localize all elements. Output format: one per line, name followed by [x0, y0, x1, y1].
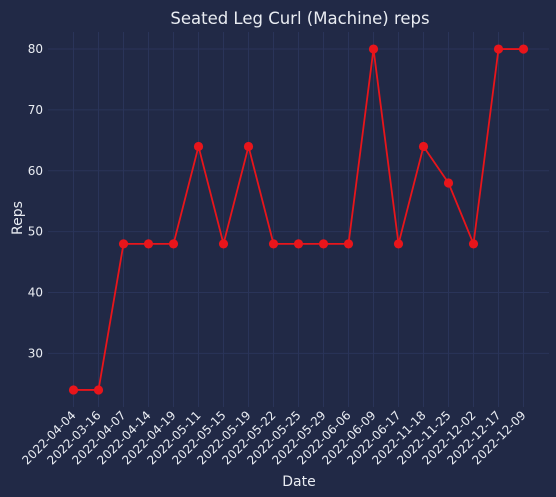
tick-labels: 3040506070802022-04-042022-03-162022-04-… [19, 42, 528, 467]
y-tick-label: 30 [28, 346, 43, 360]
data-point [218, 239, 229, 249]
data-point [418, 141, 429, 152]
series-layer [68, 44, 529, 395]
data-point [493, 44, 504, 54]
chart-title: Seated Leg Curl (Machine) reps [170, 9, 429, 28]
y-tick-label: 70 [28, 103, 43, 117]
data-point [468, 239, 479, 249]
data-point [268, 239, 279, 249]
data-point [318, 239, 329, 249]
data-point [168, 239, 179, 249]
grid [48, 32, 549, 407]
data-point [193, 141, 204, 152]
data-point [93, 385, 104, 395]
y-axis-label: Reps [10, 201, 26, 235]
data-point [293, 239, 304, 249]
x-axis-label: Date [282, 474, 315, 490]
y-tick-label: 60 [28, 164, 43, 178]
y-tick-label: 40 [28, 286, 43, 300]
data-point [68, 385, 79, 395]
y-tick-label: 80 [28, 42, 43, 56]
data-point [393, 239, 404, 249]
data-point [243, 141, 254, 152]
data-point [368, 44, 379, 54]
data-point [518, 44, 529, 54]
y-tick-label: 50 [28, 225, 43, 239]
data-point [143, 239, 154, 249]
data-point [118, 239, 129, 249]
data-point [443, 178, 454, 188]
data-point [343, 239, 354, 249]
